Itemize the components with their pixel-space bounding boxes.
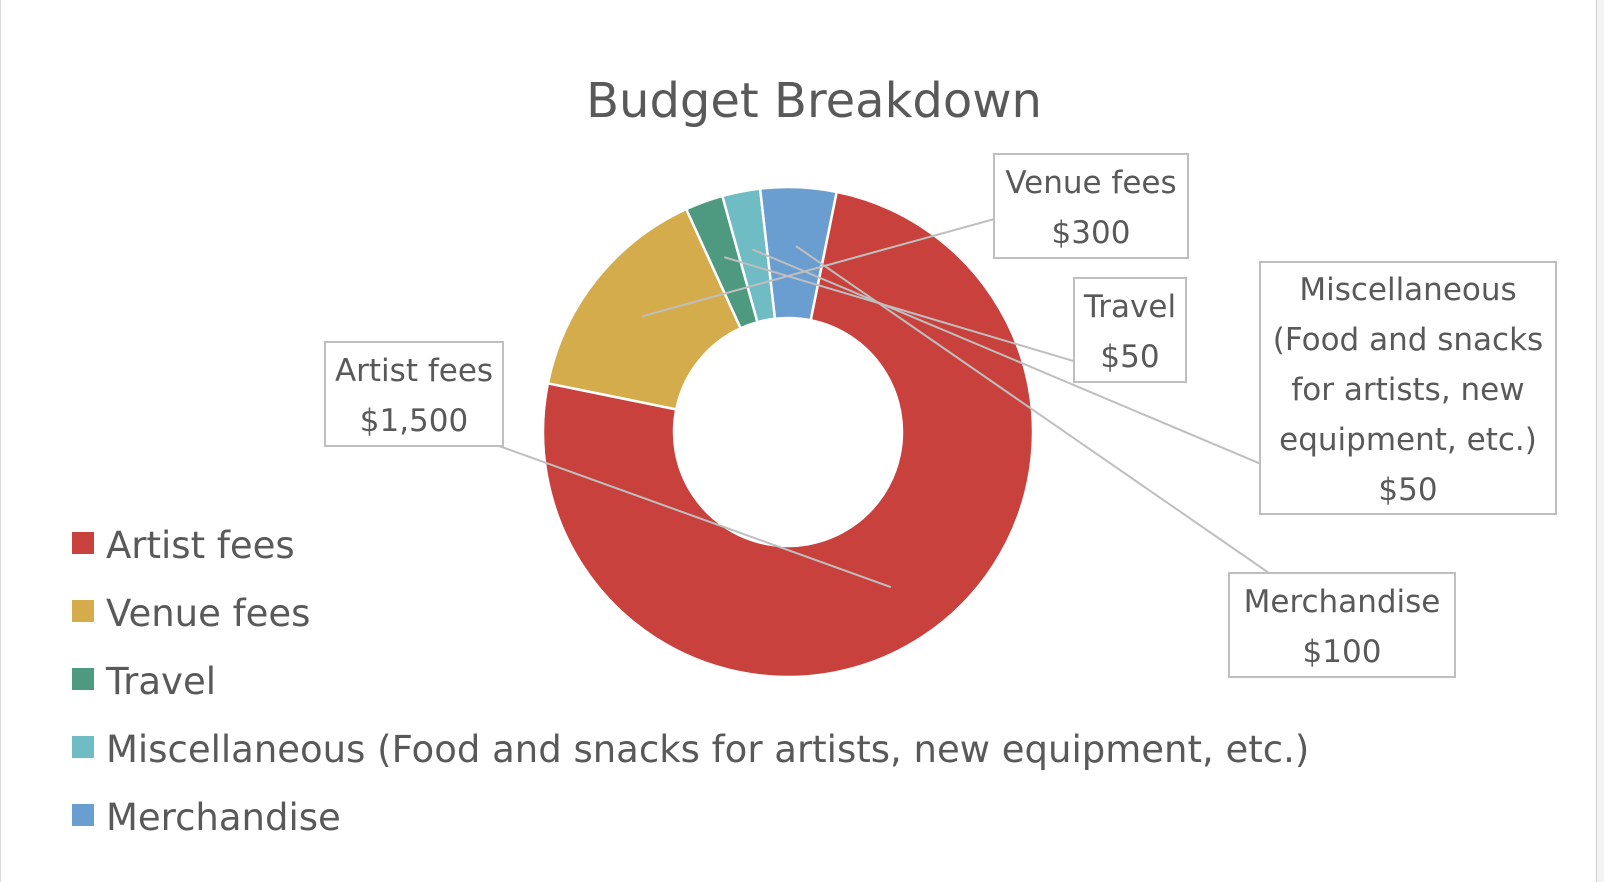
legend-label: Travel [105,660,216,703]
data-label-text: $1,500 [360,403,468,439]
legend-swatch [72,532,94,554]
data-label-text: equipment, etc.) [1279,422,1537,458]
data-label-box [1073,277,1187,383]
legend: Artist fees Venue fees Travel Miscellaneous… [72,524,1309,839]
legend-label: Venue fees [106,592,310,635]
legend-item: Artist fees [72,524,295,567]
legend-label: Miscellaneous (Food and snacks for artis… [106,728,1309,771]
data-label-text: (Food and snacks [1273,322,1543,358]
data-label-text: $50 [1100,339,1159,375]
data-label-text: Artist fees [335,353,493,389]
window-edge [1596,0,1604,882]
data-label-box [1259,261,1557,515]
data-label-1: Venue fees $300 [993,153,1189,259]
data-label-0: Artist fees $1,500 [324,341,504,447]
legend-item: Miscellaneous (Food and snacks for artis… [72,728,1309,771]
slice-merchandise [758,185,839,322]
data-label-box [1228,572,1456,678]
data-label-text: Miscellaneous [1299,272,1516,308]
leader-line-4 [795,245,1270,574]
leader-line-2 [723,256,1075,363]
data-label-text: $50 [1378,472,1437,508]
data-labels: Artist fees $1,500 Venue fees $300 Travel $50… [324,153,1557,678]
data-label-text: $100 [1303,634,1382,670]
legend-swatch [72,736,94,758]
slice-venue-fees [546,207,743,411]
data-label-box [993,153,1189,259]
doughnut-plot [541,185,1035,679]
legend-label: Merchandise [106,796,341,839]
legend-item: Merchandise [72,796,341,839]
data-label-box [324,341,504,447]
legend-swatch [72,804,94,826]
data-label-2: Travel $50 [1073,277,1187,383]
data-label-text: Merchandise [1244,584,1441,620]
chart-title: Budget Breakdown [586,73,1042,129]
leader-line-0 [498,445,892,589]
legend-label: Artist fees [106,524,295,567]
data-label-3: Miscellaneous (Food and snacks for artists… [1259,261,1557,515]
data-label-4: Merchandise $100 [1228,572,1456,678]
data-label-text: Venue fees [1005,165,1176,201]
data-label-text: $300 [1052,215,1131,251]
legend-swatch [72,668,94,690]
legend-item: Travel [72,660,216,703]
legend-swatch [72,600,94,622]
leader-line-1 [642,217,999,318]
legend-item: Venue fees [72,592,310,635]
data-label-text: for artists, new [1291,372,1524,408]
leader-lines [498,217,1270,589]
data-label-text: Travel [1083,289,1176,325]
leader-line-3 [751,248,1261,465]
